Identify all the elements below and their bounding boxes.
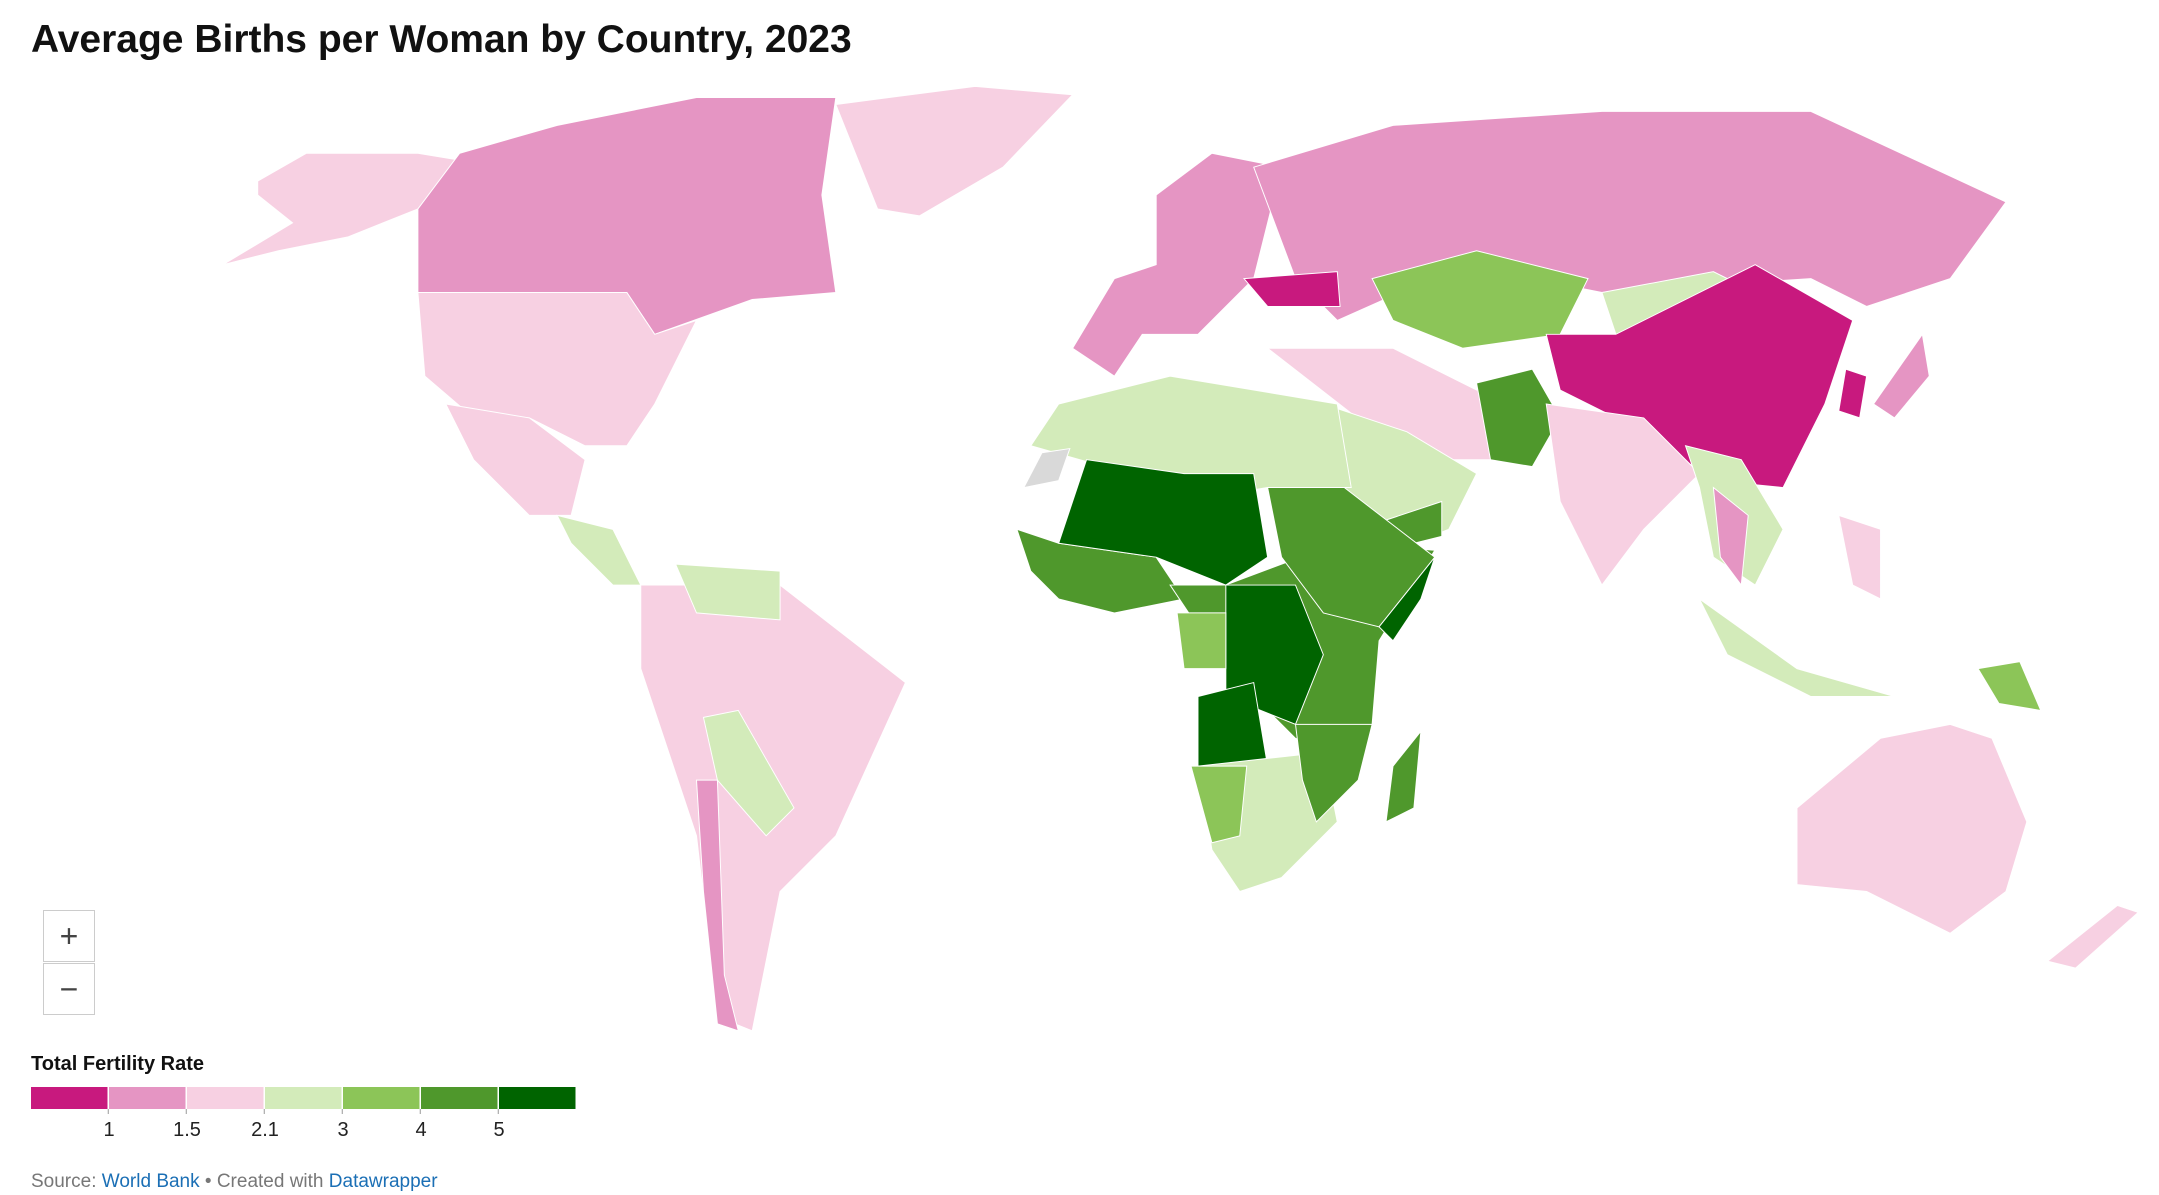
legend-swatch <box>31 1087 108 1109</box>
usa <box>417 292 698 447</box>
sahel <box>1058 459 1269 586</box>
legend-swatch <box>499 1087 576 1109</box>
ukraine <box>1242 271 1341 307</box>
legend-swatch <box>265 1087 342 1109</box>
madagascar <box>1385 729 1422 823</box>
legend-label: 3 <box>337 1119 348 1141</box>
chile <box>695 779 739 1032</box>
central-america <box>556 514 642 586</box>
footer: Source: World Bank • Created with Datawr… <box>31 1171 438 1193</box>
india <box>1545 403 1701 586</box>
papua-new-guinea <box>1977 661 2042 712</box>
zoom-out-button[interactable]: − <box>43 963 95 1015</box>
mexico <box>444 403 586 516</box>
bolivia-paraguay <box>702 709 795 837</box>
europe <box>1071 152 1283 377</box>
credit-text: • Created with <box>204 1171 324 1192</box>
legend-swatch <box>109 1087 186 1109</box>
legend-swatch <box>343 1087 420 1109</box>
credit-link[interactable]: Datawrapper <box>328 1171 438 1192</box>
central-africa-west <box>1176 612 1227 670</box>
australia <box>1796 723 2028 934</box>
legend-label: 5 <box>493 1119 504 1141</box>
legend-label: 2.1 <box>251 1119 279 1141</box>
source-label: Source: <box>31 1171 97 1192</box>
western-sahara <box>1022 447 1071 489</box>
legend-title: Total Fertility Rate <box>31 1053 204 1075</box>
somalia <box>1378 556 1436 642</box>
legend-label: 4 <box>415 1119 426 1141</box>
legend-label: 1 <box>103 1119 114 1141</box>
thailand <box>1712 486 1749 587</box>
philippines <box>1838 514 1882 600</box>
source-link[interactable]: World Bank <box>101 1171 200 1192</box>
china <box>1545 264 1854 489</box>
title: Average Births per Woman by Country, 202… <box>31 18 852 61</box>
indonesia <box>1699 598 1895 697</box>
legend-label: 1.5 <box>173 1119 201 1141</box>
japan <box>1872 333 1930 419</box>
legend-swatch <box>187 1087 264 1109</box>
greenland <box>835 85 1074 217</box>
legend-swatch <box>421 1087 498 1109</box>
world-map <box>222 85 2140 1032</box>
zoom-in-button[interactable]: + <box>43 910 95 962</box>
mozambique <box>1294 723 1373 823</box>
afghanistan-pakistan <box>1476 368 1561 468</box>
namibia <box>1190 765 1248 844</box>
venezuela-guyana <box>674 563 781 621</box>
alaska <box>222 152 461 266</box>
legend: 1 1.5 2.1 3 4 5 <box>31 1087 576 1141</box>
korea <box>1838 368 1868 419</box>
new-zealand <box>2046 904 2140 969</box>
